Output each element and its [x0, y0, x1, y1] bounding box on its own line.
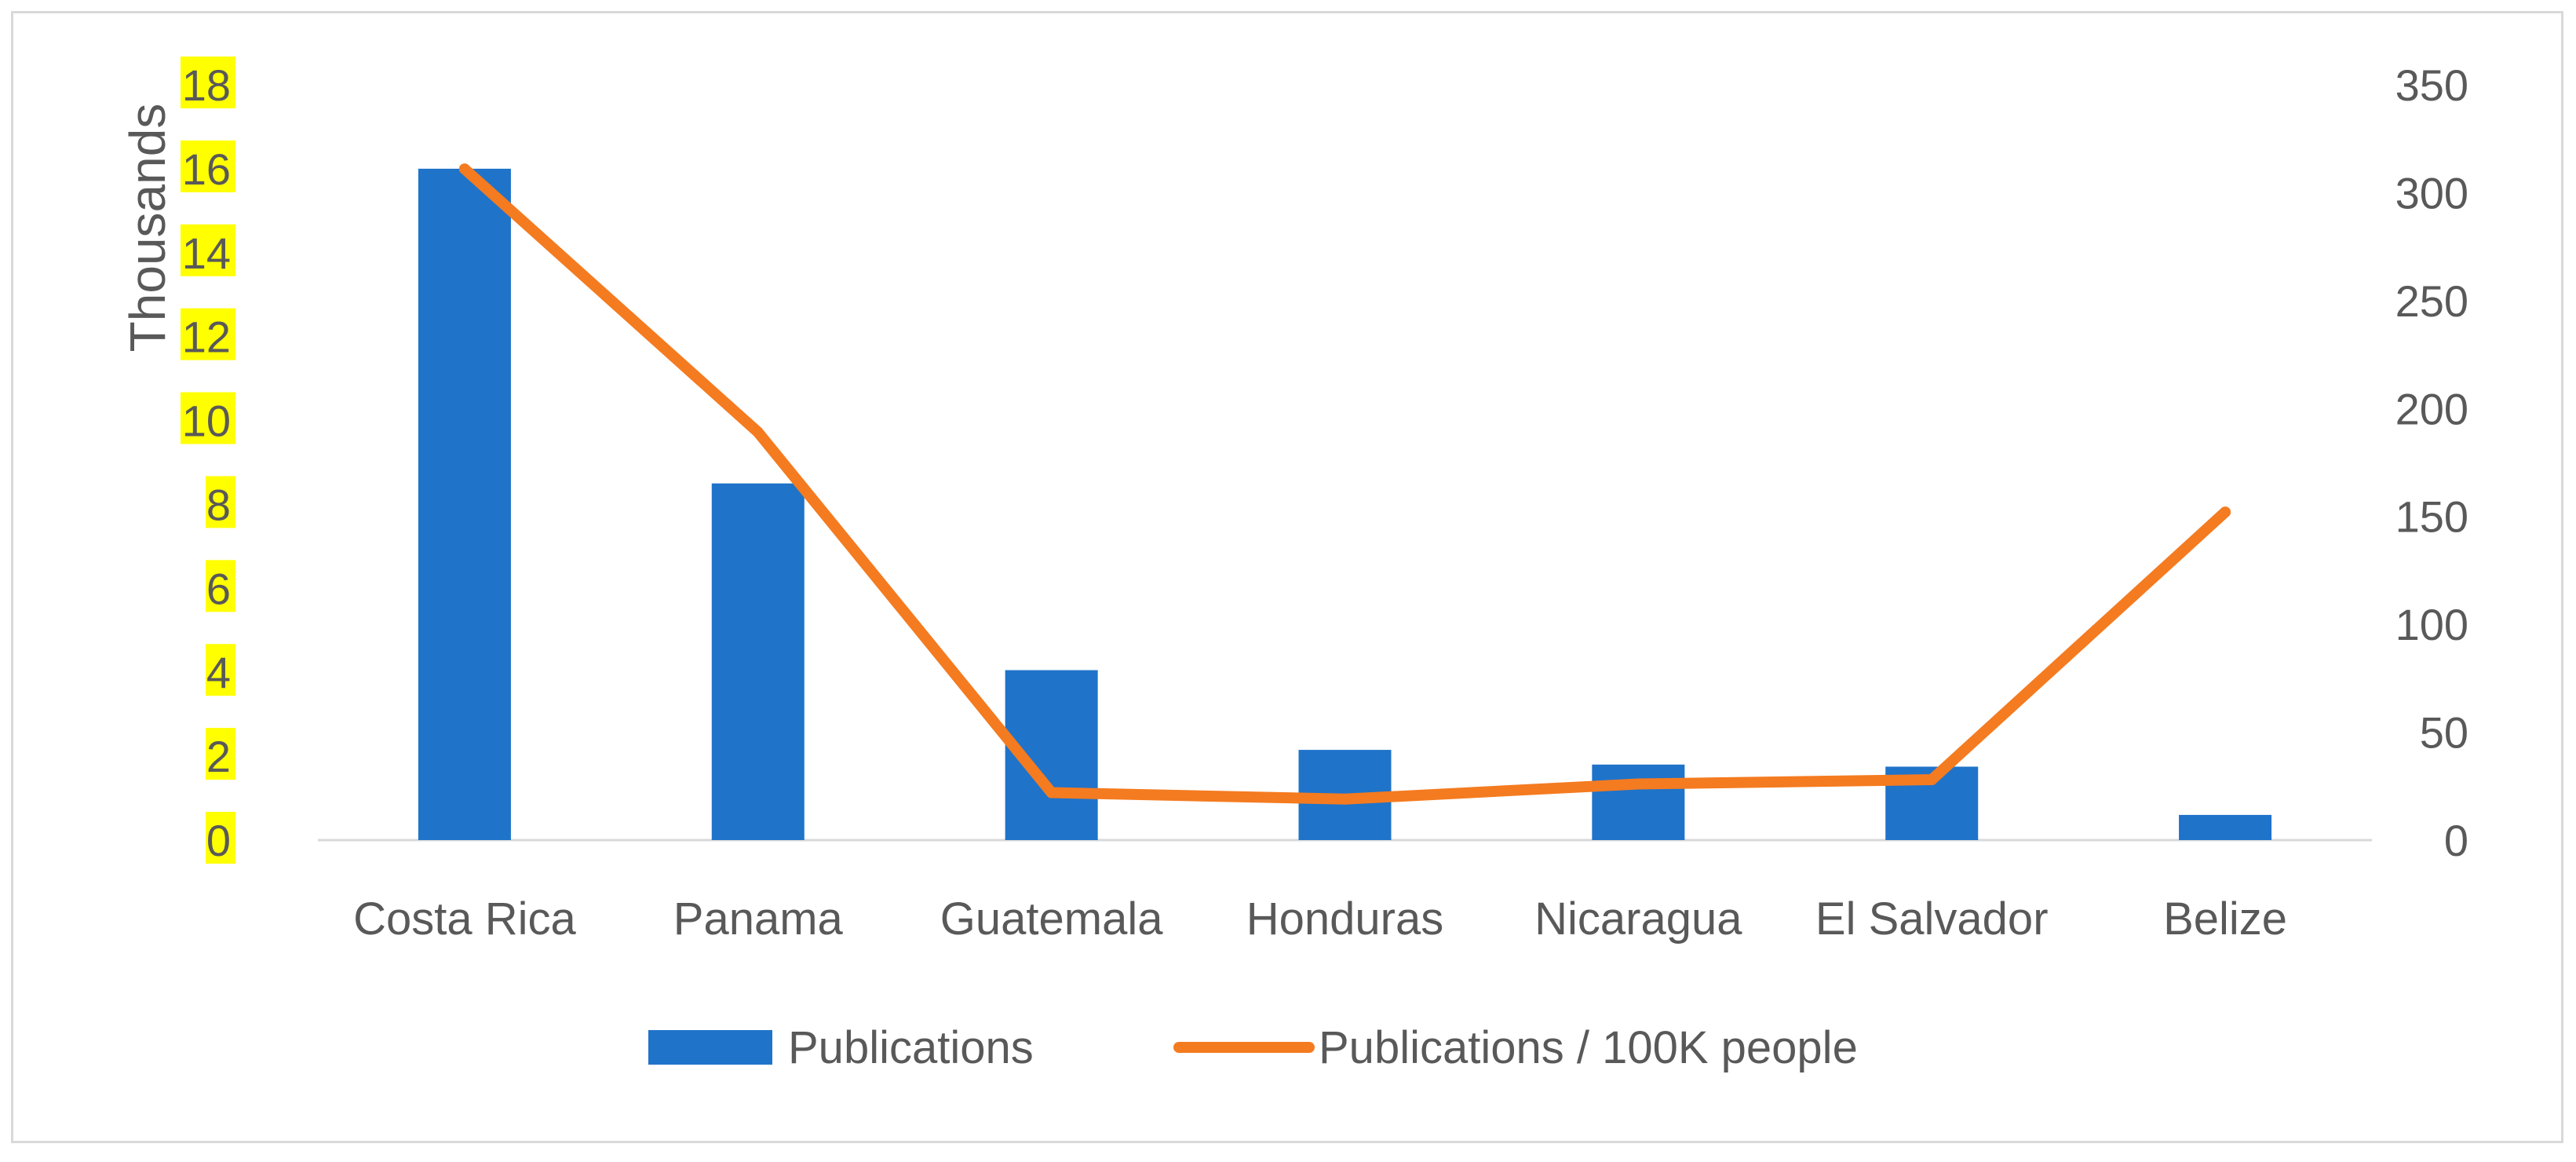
category-label: El Salvador	[1815, 893, 2049, 945]
left-tick-label: 6	[206, 564, 231, 613]
bars	[418, 168, 2272, 840]
left-tick-label: 2	[206, 732, 231, 781]
left-tick-label: 14	[182, 228, 231, 278]
line-point-publications-per-100k[interactable]	[1633, 778, 1644, 790]
bar-publications[interactable]	[1592, 764, 1685, 840]
right-tick-label: 250	[2395, 276, 2468, 326]
left-tick-label: 4	[206, 648, 231, 697]
left-tick-highlight	[181, 224, 235, 276]
left-tick-highlight	[181, 57, 235, 108]
bar-publications[interactable]	[418, 168, 511, 840]
line-point-publications-per-100k[interactable]	[1045, 787, 1057, 798]
left-tick-label: 12	[182, 312, 231, 362]
bar-publications[interactable]	[711, 483, 805, 840]
left-tick-highlight	[181, 308, 235, 360]
right-tick-label: 300	[2395, 168, 2468, 217]
category-label: Nicaragua	[1534, 893, 1742, 945]
legend[interactable]: Publications Publications / 100K people	[648, 1022, 1858, 1073]
left-tick-highlight	[181, 392, 235, 444]
left-axis-title: Thousands	[119, 104, 176, 353]
left-tick-label: 8	[206, 480, 231, 529]
left-tick-highlight	[206, 812, 235, 864]
line-point-publications-per-100k[interactable]	[458, 163, 470, 175]
left-tick-highlight	[181, 140, 235, 192]
legend-swatch-publications[interactable]	[648, 1030, 772, 1065]
category-label: Costa Rica	[353, 893, 576, 945]
line-point-publications-per-100k[interactable]	[2220, 506, 2231, 518]
line-point-publications-per-100k[interactable]	[1926, 774, 1938, 786]
right-tick-label: 200	[2395, 384, 2468, 433]
category-labels: Costa Rica Panama Guatemala Honduras Nicarag…	[353, 893, 2287, 945]
category-label: Honduras	[1246, 893, 1443, 945]
left-tick-label: 18	[182, 60, 231, 110]
right-tick-label: 50	[2420, 708, 2468, 758]
right-tick-label: 150	[2395, 492, 2468, 542]
right-tick-label: 350	[2395, 60, 2468, 110]
bar-publications[interactable]	[2179, 814, 2272, 840]
left-tick-highlight	[206, 476, 235, 528]
right-tick-label: 100	[2395, 600, 2468, 649]
left-tick-highlight	[206, 728, 235, 780]
category-label: Belize	[2163, 893, 2287, 945]
category-label: Guatemala	[940, 893, 1163, 945]
right-tick-label: 0	[2444, 816, 2468, 865]
left-tick-highlight	[206, 560, 235, 612]
line-point-publications-per-100k[interactable]	[1339, 793, 1351, 805]
legend-label-publications[interactable]: Publications	[788, 1022, 1034, 1073]
left-tick-label: 10	[182, 396, 231, 446]
right-axis: 0 50 100 150 200 250 300 350	[2395, 60, 2468, 865]
left-tick-label: 16	[182, 144, 231, 194]
legend-label-publications-per-100k[interactable]: Publications / 100K people	[1319, 1022, 1858, 1073]
left-tick-highlight	[206, 644, 235, 696]
left-tick-label: 0	[206, 816, 231, 865]
left-axis: 0 2 4 6 8 10 12 14 16 18	[181, 57, 235, 865]
line-point-publications-per-100k[interactable]	[752, 426, 764, 438]
category-label: Panama	[673, 893, 844, 945]
